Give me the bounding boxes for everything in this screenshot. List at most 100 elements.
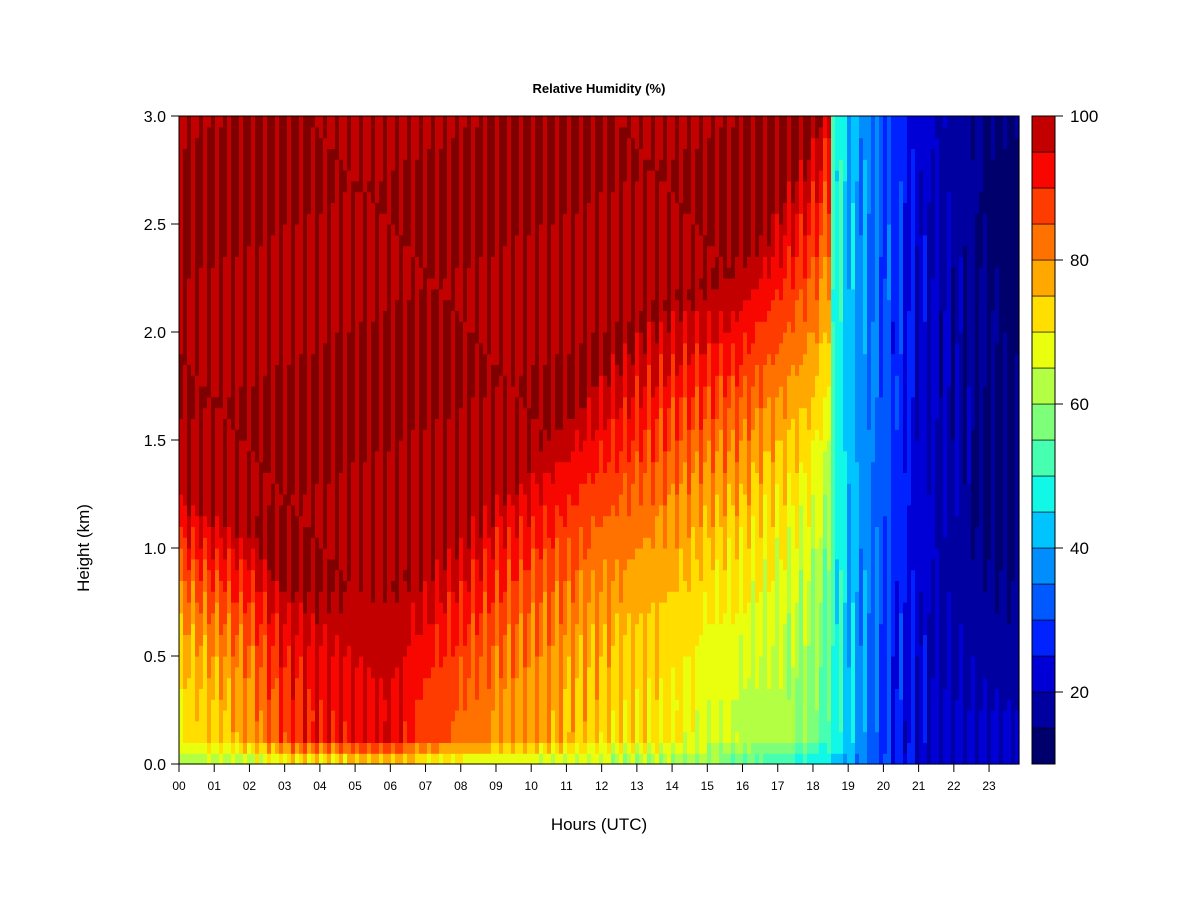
heatmap-cell — [223, 353, 228, 365]
heatmap-cell — [447, 137, 452, 149]
heatmap-cell — [183, 418, 188, 430]
heatmap-cell — [367, 267, 372, 279]
heatmap-cell — [403, 537, 408, 549]
heatmap-cell — [255, 407, 260, 419]
heatmap-cell — [251, 256, 256, 268]
heatmap-cell — [495, 234, 500, 247]
heatmap-cell — [463, 321, 468, 333]
heatmap-cell — [471, 688, 476, 700]
heatmap-cell — [255, 461, 260, 473]
heatmap-cell — [491, 299, 496, 311]
heatmap-cell — [279, 321, 284, 333]
heatmap-cell — [507, 267, 512, 279]
heatmap-cell — [499, 148, 504, 160]
heatmap-cell — [455, 278, 460, 290]
heatmap-cell — [195, 321, 200, 333]
heatmap-cell — [239, 342, 244, 355]
heatmap-cell — [447, 299, 452, 311]
heatmap-cell — [207, 645, 212, 657]
heatmap-cell — [235, 623, 240, 635]
heatmap-cell — [383, 526, 388, 538]
heatmap-cell — [255, 666, 260, 679]
heatmap-cell — [339, 407, 344, 419]
heatmap-cell — [335, 472, 340, 484]
heatmap-cell — [351, 137, 356, 149]
heatmap-cell — [375, 353, 380, 365]
heatmap-cell — [243, 407, 248, 419]
heatmap-cell — [287, 202, 292, 214]
heatmap-cell — [379, 267, 384, 279]
heatmap-cell — [287, 720, 292, 733]
heatmap-cell — [255, 148, 260, 160]
heatmap-cell — [399, 548, 404, 560]
heatmap-cell — [251, 332, 256, 344]
heatmap-cell — [271, 656, 276, 668]
heatmap-cell — [203, 440, 208, 452]
heatmap-cell — [263, 256, 268, 268]
heatmap-cell — [339, 364, 344, 376]
heatmap-cell — [267, 645, 272, 657]
heatmap-cell — [459, 353, 464, 365]
heatmap-cell — [311, 116, 316, 128]
heatmap-cell — [395, 116, 400, 128]
heatmap-cell — [407, 494, 412, 506]
heatmap-cell — [207, 623, 212, 635]
heatmap-cell — [223, 645, 228, 657]
heatmap-cell — [283, 666, 288, 679]
heatmap-cell — [251, 645, 256, 657]
heatmap-cell — [315, 267, 320, 279]
heatmap-cell — [415, 656, 420, 668]
heatmap-cell — [327, 742, 332, 754]
heatmap-cell — [339, 472, 344, 484]
heatmap-cell — [435, 537, 440, 549]
heatmap-cell — [463, 159, 468, 171]
heatmap-cell — [499, 634, 504, 646]
heatmap-cell — [279, 418, 284, 430]
heatmap-cell — [283, 191, 288, 203]
heatmap-cell — [507, 483, 512, 495]
heatmap-cell — [411, 580, 416, 592]
heatmap-cell — [339, 558, 344, 571]
heatmap-cell — [419, 148, 424, 160]
heatmap-cell — [423, 710, 428, 722]
heatmap-cell — [179, 720, 184, 733]
heatmap-cell — [367, 731, 372, 743]
heatmap-cell — [435, 375, 440, 387]
heatmap-cell — [347, 202, 352, 214]
heatmap-cell — [307, 666, 312, 679]
heatmap-cell — [495, 548, 500, 560]
heatmap-cell — [291, 364, 296, 376]
heatmap-cell — [491, 342, 496, 355]
heatmap-cell — [311, 180, 316, 193]
heatmap-cell — [419, 386, 424, 398]
heatmap-cell — [471, 461, 476, 473]
heatmap-cell — [387, 645, 392, 657]
heatmap-cell — [451, 731, 456, 743]
heatmap-cell — [455, 526, 460, 538]
heatmap-cell — [287, 494, 292, 506]
heatmap-cell — [403, 429, 408, 441]
heatmap-cell — [339, 440, 344, 452]
heatmap-cell — [359, 548, 364, 560]
heatmap-cell — [187, 580, 192, 592]
heatmap-cell — [215, 245, 220, 257]
heatmap-cell — [179, 245, 184, 257]
heatmap-cell — [323, 504, 328, 517]
heatmap-cell — [387, 634, 392, 646]
heatmap-cell — [495, 483, 500, 495]
heatmap-cell — [407, 666, 412, 679]
heatmap-cell — [411, 645, 416, 657]
heatmap-cell — [423, 688, 428, 700]
heatmap-cell — [247, 472, 252, 484]
heatmap-cell — [243, 548, 248, 560]
heatmap-cell — [255, 472, 260, 484]
heatmap-cell — [403, 699, 408, 711]
heatmap-cell — [383, 180, 388, 193]
heatmap-cell — [279, 731, 284, 743]
heatmap-cell — [187, 666, 192, 679]
heatmap-cell — [211, 548, 216, 560]
heatmap-cell — [215, 213, 220, 225]
heatmap-cell — [451, 364, 456, 376]
heatmap-cell — [207, 504, 212, 517]
heatmap-cell — [483, 537, 488, 549]
